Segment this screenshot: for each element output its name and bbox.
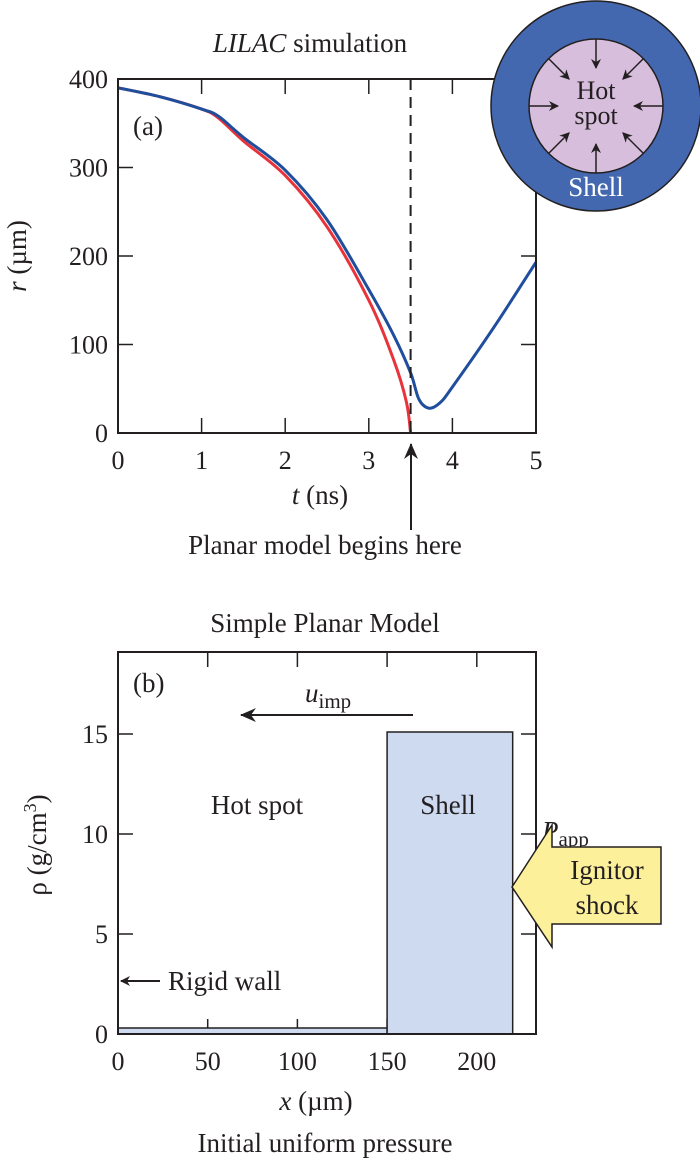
inward-arrow-icon [548, 58, 570, 80]
panel-b-title: Simple Planar Model [210, 608, 439, 638]
panel-b-xtick-label: 150 [368, 1047, 407, 1076]
panel-b-xtick-label: 100 [278, 1047, 317, 1076]
velocity-label: uimp [305, 678, 351, 713]
panel-b-ytick-label: 10 [82, 820, 108, 849]
panel-a-xtick-label: 1 [195, 446, 208, 475]
panel-b-xtick-label: 0 [112, 1047, 125, 1076]
panel-a-ytick-label: 200 [69, 242, 108, 271]
inset-spot-label: spot [574, 101, 618, 130]
panel-b-plot: 0 50 100 150 200 0 5 10 15 [82, 651, 537, 1076]
shock-label-line1: Ignitor [570, 855, 644, 885]
panel-a-ytick-label: 100 [69, 331, 108, 360]
panel-b-ytick-label: 0 [95, 1020, 108, 1049]
series-line-blue [118, 86, 536, 410]
panel-a-xtick-label: 0 [112, 446, 125, 475]
panel-a-label: (a) [133, 111, 163, 141]
inward-arrow-icon [622, 58, 644, 80]
shock-label-line2: shock [576, 890, 639, 920]
panel-b-ytick-label: 15 [82, 720, 108, 749]
panel-b-xtick-label: 50 [195, 1047, 221, 1076]
panel-a-frame [117, 78, 537, 434]
panel-a-xtick-label: 5 [530, 446, 543, 475]
panel-a-plot: 0 1 2 3 4 5 0 100 200 300 400 [69, 65, 543, 475]
inset-diagram: Hot spot Shell [490, 0, 700, 212]
rigid-wall-label: Rigid wall [168, 966, 281, 996]
shell-label: Shell [420, 790, 476, 820]
panel-a-ylabel: r (µm) [2, 220, 32, 292]
panel-a-xtick-label: 4 [446, 446, 459, 475]
panel-b-xtick-label: 200 [457, 1047, 496, 1076]
inset-shell-label: Shell [568, 172, 624, 202]
panel-b-ylabel: ρ (g/cm3) [20, 794, 52, 895]
ignitor-shock-arrow [511, 822, 662, 950]
inward-arrow-icon [622, 132, 644, 154]
hot-spot-label: Hot spot [211, 790, 304, 820]
panel-a-ytick-label: 0 [95, 419, 108, 448]
panel-a-xtick-label: 2 [279, 446, 292, 475]
panel-a-xtick-label: 3 [362, 446, 375, 475]
panel-b-xlabel: x (µm) [278, 1086, 352, 1116]
panel-a-ytick-label: 400 [69, 65, 108, 94]
shell-bar [386, 731, 514, 1035]
panel-a-ytick-label: 300 [69, 154, 108, 183]
panel-b-label: (b) [133, 668, 164, 698]
panel-a-title: LILAC simulation [212, 28, 408, 58]
panel-b-ytick-label: 5 [95, 920, 108, 949]
annotation-text: Planar model begins here [188, 530, 462, 560]
panel-a-xlabel: t (ns) [292, 480, 348, 510]
panel-b-caption: Initial uniform pressure [198, 1128, 453, 1158]
inward-arrow-icon [548, 132, 570, 154]
panel-b-frame [117, 651, 537, 1035]
inset-hot-label: Hot [577, 76, 617, 105]
